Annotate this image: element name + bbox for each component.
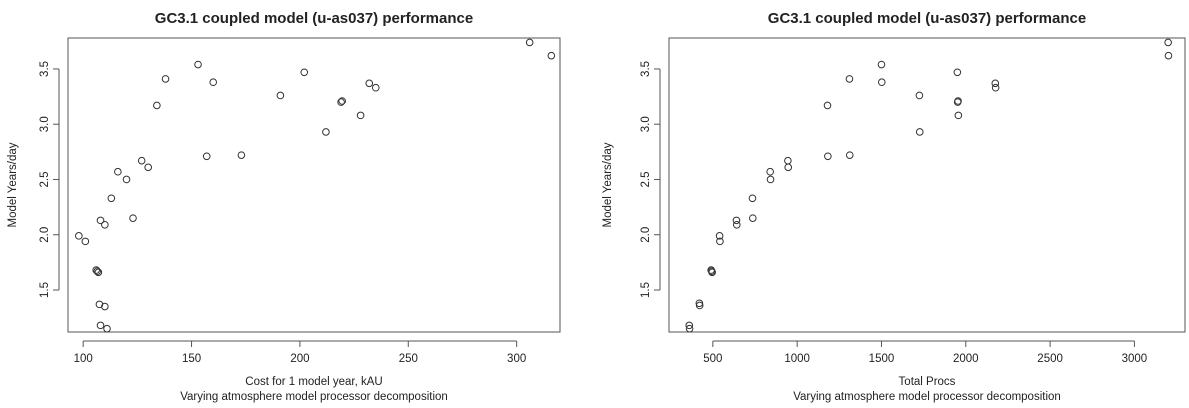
data-point — [92, 266, 100, 274]
data-point — [96, 321, 105, 330]
x-tick-label: 200 — [290, 353, 309, 365]
x-tick-label: 2500 — [1037, 353, 1063, 365]
y-tick-label: 2.0 — [640, 227, 652, 243]
data-point — [107, 194, 116, 203]
x-tick-label: 2000 — [953, 353, 979, 365]
data-point — [75, 232, 83, 240]
chart-panel-cost: GC3.1 coupled model (u-as037) performanc… — [0, 0, 594, 408]
x-tick-label: 1500 — [869, 353, 895, 365]
data-point — [824, 152, 832, 161]
x-axis-subtitle: Varying atmosphere model processor decom… — [180, 391, 448, 403]
data-point — [371, 83, 380, 92]
data-point — [101, 302, 109, 311]
data-point — [695, 301, 704, 310]
data-point — [144, 163, 152, 172]
plot-frame — [668, 37, 1186, 333]
data-point — [1164, 51, 1173, 60]
data-point — [877, 60, 886, 69]
y-axis-label: Model Years/day — [602, 142, 614, 227]
x-tick-label: 500 — [703, 353, 722, 365]
data-point — [823, 101, 832, 110]
data-point — [915, 91, 924, 100]
data-point — [81, 237, 90, 246]
data-point — [991, 79, 1000, 88]
data-point — [685, 324, 694, 333]
data-point — [1164, 38, 1172, 47]
x-tick-label: 1000 — [784, 353, 810, 365]
x-axis-label: Cost for 1 model year, kAU — [245, 376, 382, 388]
y-tick-label: 2.0 — [39, 227, 51, 243]
data-point — [202, 152, 211, 161]
data-point — [845, 75, 854, 83]
data-point — [237, 151, 246, 159]
x-tick-label: 150 — [182, 353, 201, 365]
data-point — [525, 38, 534, 47]
data-point — [356, 111, 365, 120]
data-point — [766, 175, 775, 184]
y-tick-label: 1.5 — [39, 282, 51, 298]
data-point — [365, 79, 374, 88]
data-point — [322, 128, 330, 136]
data-point — [101, 220, 109, 229]
data-point — [114, 167, 122, 176]
data-point — [300, 68, 309, 77]
data-point — [732, 220, 741, 229]
data-point — [953, 68, 962, 77]
data-point — [93, 267, 102, 276]
data-point — [129, 214, 137, 222]
y-tick-label: 3.0 — [39, 116, 51, 132]
y-tick-label: 3.5 — [640, 61, 652, 77]
y-axis-label: Model Years/day — [7, 142, 19, 227]
y-tick-label: 3.0 — [640, 116, 652, 132]
data-point — [954, 111, 963, 120]
chart-title: GC3.1 coupled model (u-as037) performanc… — [155, 10, 473, 27]
chart-title: GC3.1 coupled model (u-as037) performanc… — [768, 10, 1086, 27]
data-point — [153, 101, 161, 110]
data-point — [276, 91, 285, 100]
data-point — [991, 83, 1000, 92]
data-point — [878, 78, 886, 87]
data-point — [732, 216, 741, 225]
data-point — [161, 75, 170, 83]
x-tick-label: 100 — [74, 353, 93, 365]
data-point — [716, 237, 724, 246]
x-tick-label: 300 — [507, 353, 526, 365]
data-point — [96, 216, 105, 225]
y-tick-label: 3.5 — [39, 61, 51, 77]
data-point — [122, 175, 131, 184]
data-point — [708, 268, 716, 277]
data-point — [784, 156, 792, 165]
data-point — [748, 194, 757, 203]
data-point — [915, 128, 924, 136]
scatter-chart-cost: GC3.1 coupled model (u-as037) performanc… — [7, 10, 561, 403]
x-axis-subtitle: Varying atmosphere model processor decom… — [793, 391, 1061, 403]
data-point — [766, 167, 774, 176]
data-point — [685, 321, 694, 330]
data-point — [209, 78, 218, 87]
data-point — [337, 98, 345, 106]
data-point — [547, 51, 556, 60]
x-axis-label: Total Procs — [899, 376, 956, 388]
x-tick-label: 3000 — [1122, 353, 1148, 365]
data-point — [94, 268, 103, 277]
data-point — [954, 97, 962, 105]
y-tick-label: 2.5 — [39, 171, 51, 187]
y-tick-label: 1.5 — [640, 282, 652, 298]
chart-panel-procs: GC3.1 coupled model (u-as037) performanc… — [595, 0, 1189, 408]
data-point — [137, 156, 146, 165]
data-point — [103, 324, 111, 333]
data-point — [715, 232, 724, 240]
x-tick-label: 250 — [399, 353, 418, 365]
scatter-chart-procs: GC3.1 coupled model (u-as037) performanc… — [602, 10, 1186, 403]
data-point — [749, 214, 757, 222]
data-point — [194, 60, 202, 69]
data-point — [845, 151, 854, 159]
plot-frame — [67, 37, 561, 333]
data-point — [338, 97, 346, 105]
data-point — [784, 163, 793, 172]
y-tick-label: 2.5 — [640, 171, 652, 187]
